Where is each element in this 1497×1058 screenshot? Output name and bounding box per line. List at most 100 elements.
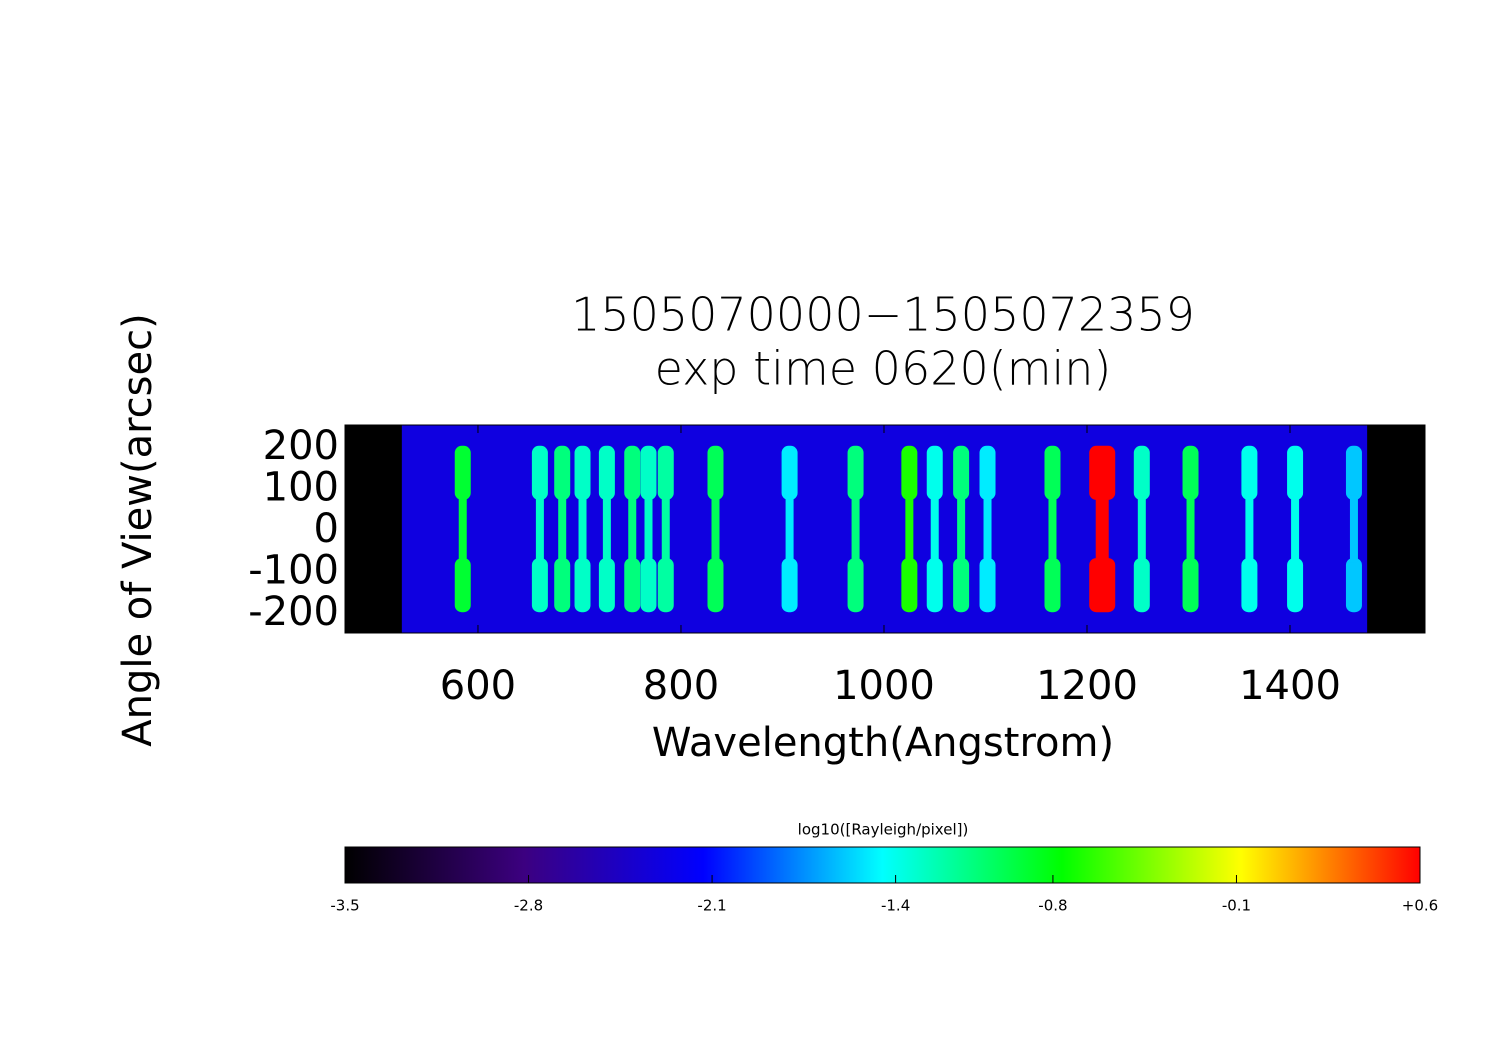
line-waist xyxy=(983,495,992,563)
line-lower xyxy=(624,558,641,613)
line-lower xyxy=(1133,558,1150,613)
line-waist xyxy=(851,495,860,563)
y-tick-label: -200 xyxy=(248,589,339,635)
y-tick-label: 0 xyxy=(314,506,339,552)
y-axis-label: Angle of View(arcsec) xyxy=(115,313,161,746)
x-tick-label: 1400 xyxy=(1239,663,1341,709)
line-lower xyxy=(953,558,970,613)
line-upper xyxy=(454,445,471,500)
x-tick-label: 1200 xyxy=(1036,663,1138,709)
line-lower xyxy=(574,558,591,613)
line-lower xyxy=(598,558,615,613)
line-upper xyxy=(531,445,548,500)
x-axis-label: Wavelength(Angstrom) xyxy=(652,720,1114,766)
line-upper xyxy=(1089,445,1116,500)
line-upper xyxy=(598,445,615,500)
emission-line xyxy=(1044,445,1061,613)
line-waist xyxy=(1349,495,1358,563)
emission-line xyxy=(1089,445,1116,613)
line-lower xyxy=(1241,558,1258,613)
emission-line xyxy=(1345,445,1362,613)
emission-line xyxy=(624,445,641,613)
line-lower xyxy=(707,558,724,613)
line-upper xyxy=(640,445,657,500)
line-upper xyxy=(901,445,918,500)
y-tick-label: 200 xyxy=(263,423,339,469)
line-waist xyxy=(558,495,567,563)
line-waist xyxy=(578,495,587,563)
line-upper xyxy=(781,445,798,500)
emission-line xyxy=(953,445,970,613)
line-lower xyxy=(1044,558,1061,613)
emission-line xyxy=(640,445,657,613)
line-waist xyxy=(458,495,467,563)
emission-line xyxy=(707,445,724,613)
emission-line xyxy=(1133,445,1150,613)
emission-line xyxy=(454,445,471,613)
line-upper xyxy=(847,445,864,500)
line-lower xyxy=(1287,558,1304,613)
colorbar-tick-label: -2.1 xyxy=(697,897,726,915)
line-waist xyxy=(1245,495,1254,563)
line-waist xyxy=(711,495,720,563)
line-upper xyxy=(1241,445,1258,500)
emission-line xyxy=(574,445,591,613)
line-waist xyxy=(1137,495,1146,563)
y-tick-label: -100 xyxy=(248,548,339,594)
line-lower xyxy=(454,558,471,613)
colorbar-tick-label: -1.4 xyxy=(881,897,910,915)
line-waist xyxy=(1048,495,1057,563)
line-lower xyxy=(926,558,943,613)
colorbar-tick-label: -0.8 xyxy=(1038,897,1067,915)
line-lower xyxy=(554,558,571,613)
line-waist xyxy=(1186,495,1195,563)
emission-line xyxy=(657,445,674,613)
line-waist xyxy=(930,495,939,563)
line-lower xyxy=(531,558,548,613)
line-lower xyxy=(979,558,996,613)
line-upper xyxy=(1044,445,1061,500)
line-waist xyxy=(1291,495,1300,563)
colorbar xyxy=(344,846,1421,884)
line-waist xyxy=(644,495,653,563)
emission-line xyxy=(847,445,864,613)
line-waist xyxy=(905,495,914,563)
line-waist xyxy=(957,495,966,563)
line-upper xyxy=(707,445,724,500)
colorbar-tick-label: -3.5 xyxy=(330,897,359,915)
x-tick-label: 600 xyxy=(440,663,516,709)
y-tick-label: 100 xyxy=(263,464,339,510)
line-upper xyxy=(574,445,591,500)
line-lower xyxy=(1089,558,1116,613)
line-lower xyxy=(901,558,918,613)
line-lower xyxy=(657,558,674,613)
colorbar-tick-label: +0.6 xyxy=(1402,897,1438,915)
emission-line xyxy=(554,445,571,613)
line-waist xyxy=(1095,495,1109,563)
line-lower xyxy=(847,558,864,613)
colorbar-tick-label: -2.8 xyxy=(514,897,543,915)
line-upper xyxy=(624,445,641,500)
emission-line xyxy=(901,445,918,613)
line-upper xyxy=(979,445,996,500)
colorbar-label: log10([Rayleigh/pixel]) xyxy=(798,821,969,839)
line-upper xyxy=(1182,445,1199,500)
emission-line xyxy=(531,445,548,613)
emission-line xyxy=(1182,445,1199,613)
line-upper xyxy=(926,445,943,500)
x-tick-label: 1000 xyxy=(833,663,935,709)
line-lower xyxy=(1345,558,1362,613)
title-line: exp time 0620(min) xyxy=(655,342,1112,396)
emission-line xyxy=(1287,445,1304,613)
colorbar-tick-label: -0.1 xyxy=(1222,897,1251,915)
emission-line xyxy=(979,445,996,613)
x-tick-label: 800 xyxy=(643,663,719,709)
emission-line xyxy=(926,445,943,613)
emission-line xyxy=(1241,445,1258,613)
title-line: 1505070000−1505072359 xyxy=(571,288,1195,342)
line-waist xyxy=(785,495,794,563)
line-lower xyxy=(781,558,798,613)
emission-line xyxy=(598,445,615,613)
line-upper xyxy=(1133,445,1150,500)
